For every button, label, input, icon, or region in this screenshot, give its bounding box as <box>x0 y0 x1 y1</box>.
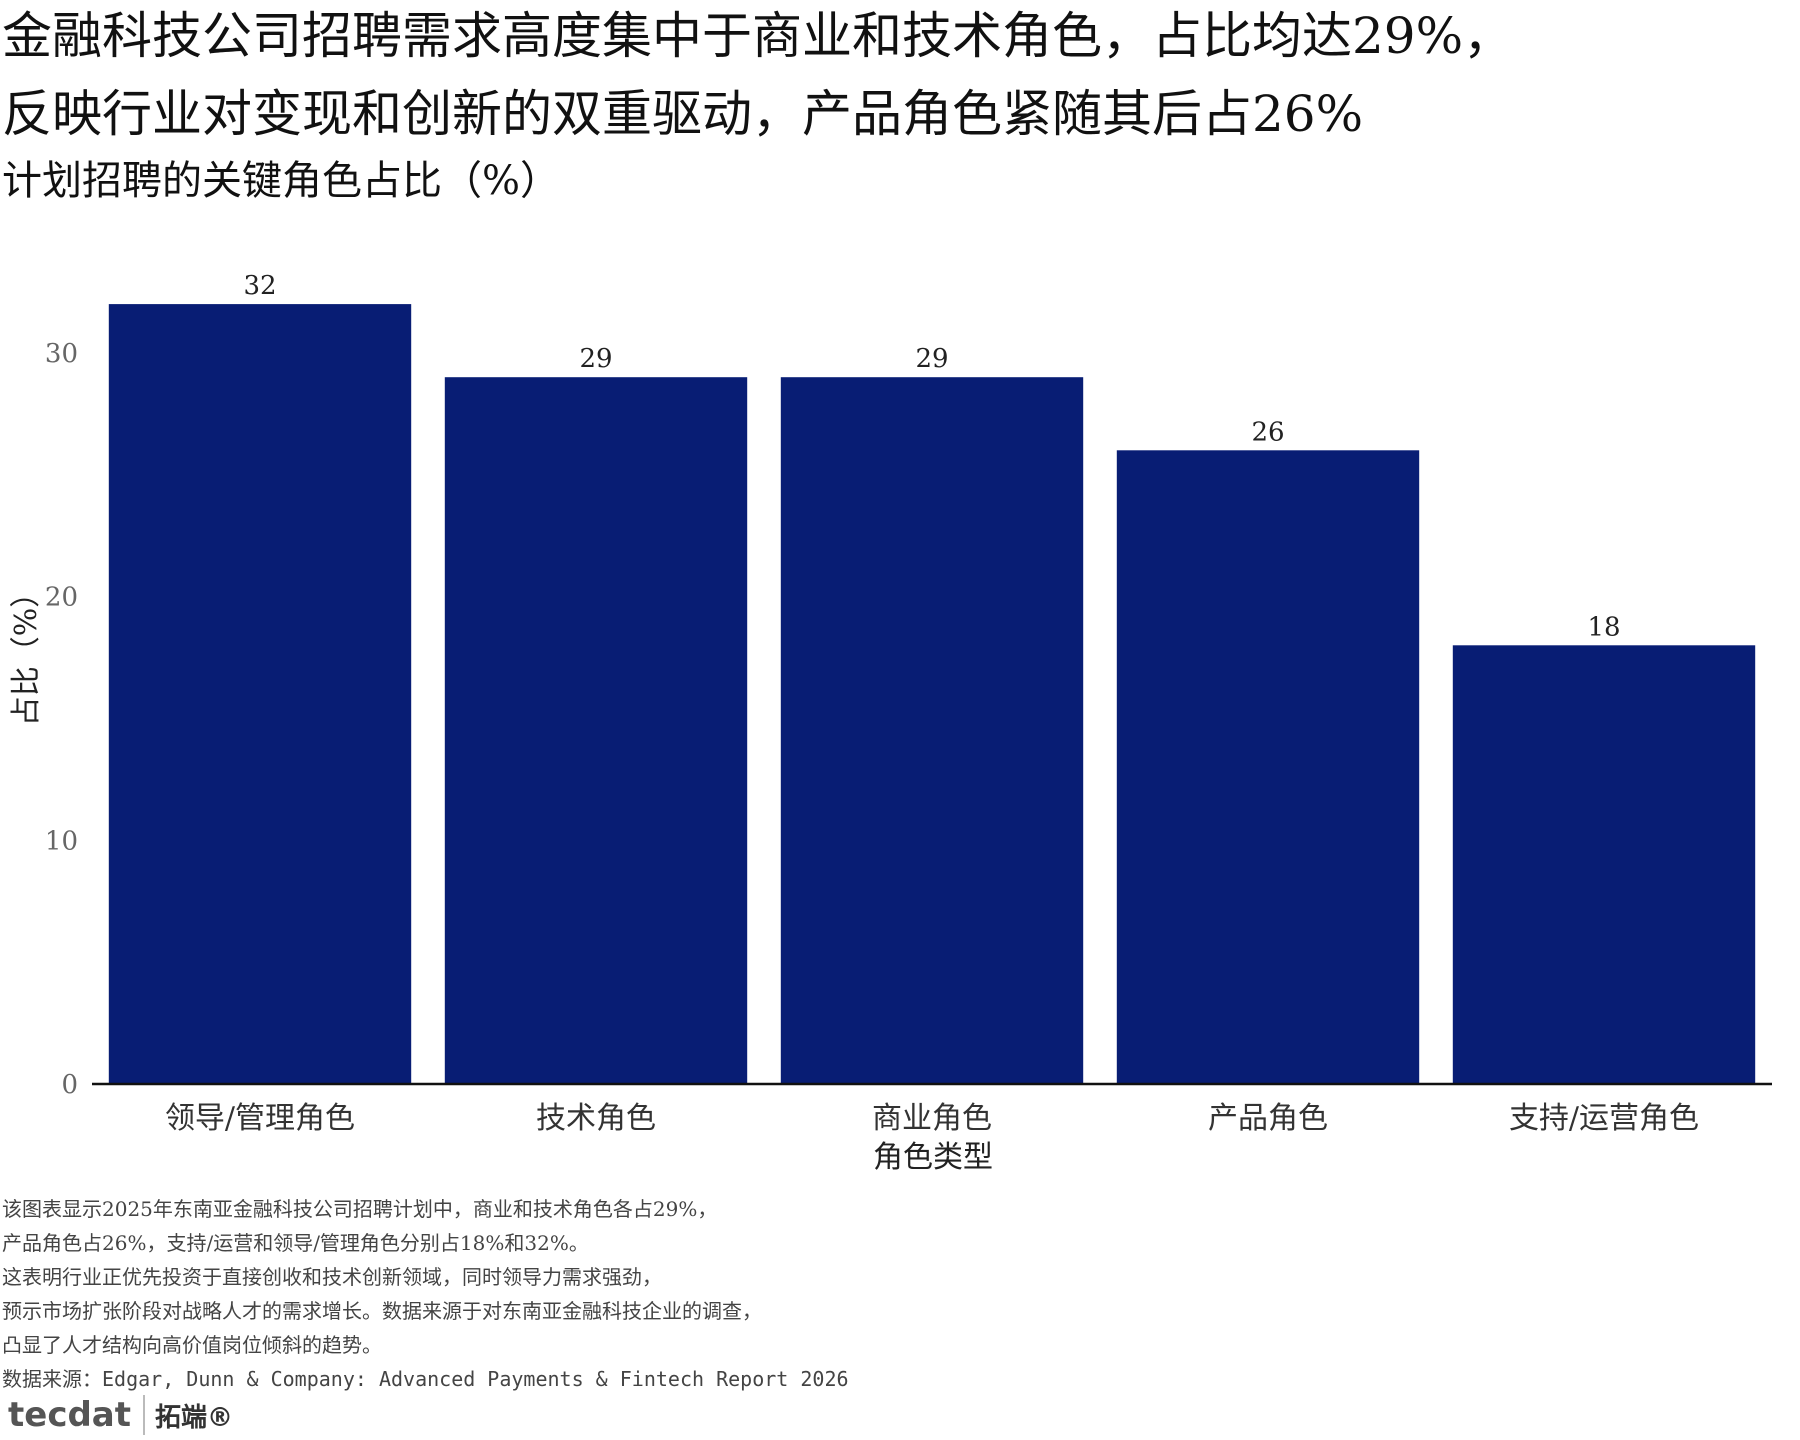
bar-data-label: 29 <box>915 344 948 374</box>
bar <box>444 377 748 1084</box>
bar <box>1452 645 1756 1084</box>
bar-data-label: 32 <box>243 271 276 301</box>
y-axis-title: 占比（%） <box>9 578 44 727</box>
chart-title-line-1: 金融科技公司招聘需求高度集中于商业和技术角色，占比均达29%， <box>2 7 1514 65</box>
bar <box>1116 450 1420 1084</box>
bar <box>780 377 1084 1084</box>
brand-logo: tecdat 拓端® <box>4 1389 234 1440</box>
logo-name: 拓端® <box>155 1402 234 1433</box>
bar-chart: 32 领导/管理角色 29 技术角色 29 商业角色 26 产品角色 18 支持/运营角色 0 10… <box>9 271 1772 1175</box>
bar-data-label: 29 <box>579 344 612 374</box>
y-tick-label: 30 <box>45 339 78 369</box>
chart-title-line-2: 反映行业对变现和创新的双重驱动，产品角色紧随其后占26% <box>2 85 1364 143</box>
x-tick-label: 领导/管理角色 <box>165 1101 355 1136</box>
bar <box>108 304 412 1085</box>
chart-subtitle: 计划招聘的关键角色占比（%） <box>2 158 561 204</box>
bar-data-label: 18 <box>1587 612 1620 642</box>
note-line: 预示市场扩张阶段对战略人才的需求增长。数据来源于对东南亚金融科技企业的调查， <box>2 1299 762 1323</box>
note-line: 凸显了人才结构向高价值岗位倾斜的趋势。 <box>2 1333 382 1357</box>
x-tick-label: 技术角色 <box>536 1101 656 1136</box>
y-tick-label: 10 <box>45 826 78 856</box>
bars-layer: 32 领导/管理角色 29 技术角色 29 商业角色 26 产品角色 18 支持/运营角色 <box>108 271 1756 1136</box>
x-tick-label: 产品角色 <box>1208 1101 1328 1136</box>
chart-notes: 该图表显示2025年东南亚金融科技公司招聘计划中，商业和技术角色各占29%， 产… <box>2 1192 849 1396</box>
y-tick-label: 20 <box>45 583 78 613</box>
source-note: 数据来源：Edgar, Dunn & Company: Advanced Pay… <box>2 1367 849 1391</box>
note-line: 产品角色占26%，支持/运营和领导/管理角色分别占18%和32%。 <box>2 1231 589 1255</box>
x-tick-label: 商业角色 <box>872 1101 992 1136</box>
y-axis-ticks: 0 10 20 30 <box>45 339 78 1100</box>
y-tick-label: 0 <box>61 1070 78 1100</box>
logo-divider <box>143 1395 146 1435</box>
logo-mark: tecdat <box>4 1389 131 1439</box>
x-tick-label: 支持/运营角色 <box>1509 1101 1699 1136</box>
note-line: 该图表显示2025年东南亚金融科技公司招聘计划中，商业和技术角色各占29%， <box>2 1197 718 1221</box>
bar-data-label: 26 <box>1251 417 1284 447</box>
x-axis-title: 角色类型 <box>873 1140 993 1175</box>
note-line: 这表明行业正优先投资于直接创收和技术创新领域，同时领导力需求强劲， <box>2 1265 662 1289</box>
